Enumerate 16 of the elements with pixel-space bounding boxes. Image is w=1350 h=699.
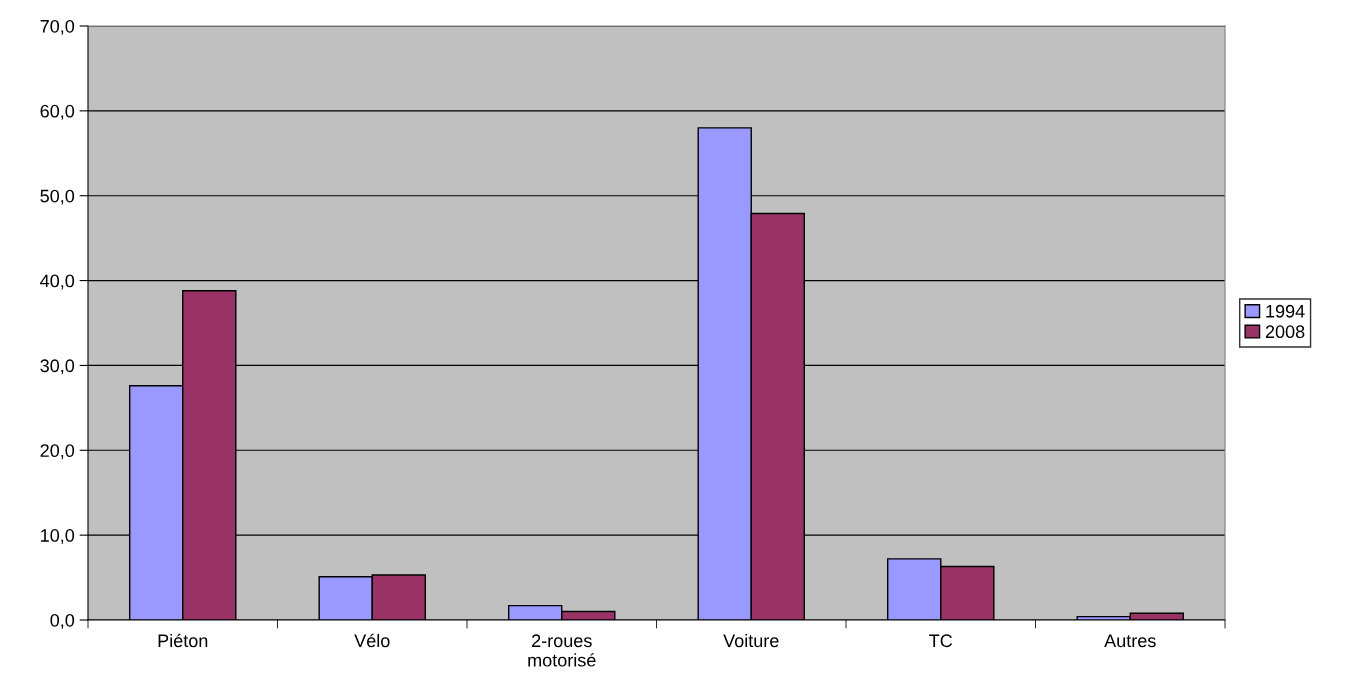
y-tick-label: 50,0 [40,189,75,205]
y-tick-label: 0,0 [50,613,75,629]
y-tick-label: 20,0 [40,444,75,460]
x-tick-label: TC [929,634,953,648]
legend-label: 1994 [1266,304,1305,318]
y-tick-label: 30,0 [40,359,75,375]
legend-label: 2008 [1265,325,1305,339]
y-tick-label: 70,0 [40,19,75,35]
x-tick-label: Vélo [354,633,390,648]
y-tick-label: 60,0 [40,104,75,120]
y-tick-label: 10,0 [41,529,75,544]
y-tick-label: 40,0 [40,274,75,290]
x-tick-label: Voiture [723,633,779,648]
x-tick-label: Piéton [158,633,208,648]
x-tick-label: Autres [1104,634,1156,648]
x-tick-label: 2-roues motorisé [528,634,596,667]
